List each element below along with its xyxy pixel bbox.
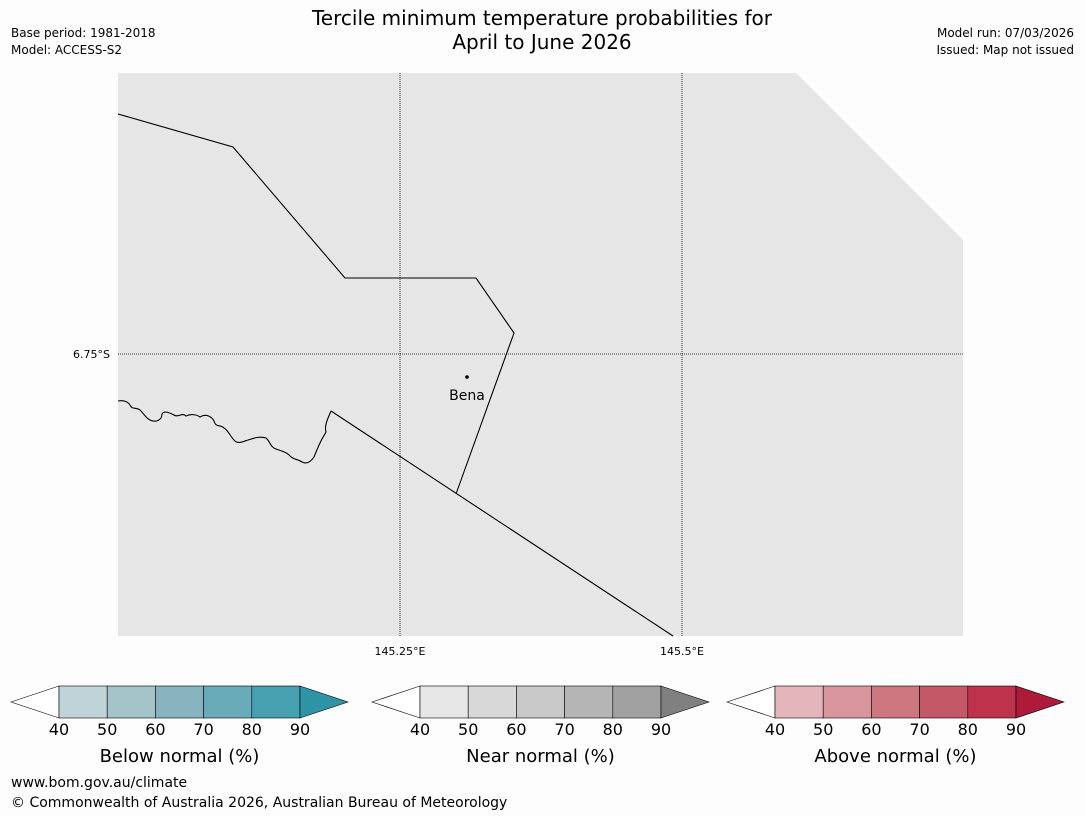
- map-title: Tercile minimum temperature probabilitie…: [242, 6, 842, 54]
- colorbar-tick-label: 70: [909, 720, 929, 739]
- colorbar-segment: [612, 685, 662, 719]
- longitude-label: 145.25°E: [375, 645, 426, 658]
- town-label: Bena: [449, 388, 485, 404]
- colorbar-tick-label: 70: [193, 720, 213, 739]
- colorbar-extend-low: [371, 685, 421, 719]
- colorbars: 40 50 60 70 80 90 Below normal (%) 40 50 60 70 80 90…: [10, 685, 1065, 767]
- province-boundary: [330, 410, 674, 637]
- colorbar-extend-low: [726, 685, 776, 719]
- colorbar-tick-label: 50: [813, 720, 833, 739]
- colorbar-label: Above normal (%): [814, 746, 976, 767]
- colorbar-tick-label: 40: [410, 720, 430, 739]
- colorbar-segment: [774, 685, 824, 719]
- latitude-label: 6.75°S: [73, 348, 110, 361]
- colorbar-segment: [203, 685, 253, 719]
- colorbar-tick-label: 40: [765, 720, 785, 739]
- footer-copyright: © Commonwealth of Australia 2026, Austra…: [11, 795, 508, 811]
- colorbar-label: Near normal (%): [466, 746, 615, 767]
- colorbar-tick-label: 90: [1006, 720, 1026, 739]
- colorbar-segment: [467, 685, 517, 719]
- colorbar-tick-label: 90: [290, 720, 310, 739]
- colorbar-tick-label: 60: [861, 720, 881, 739]
- colorbar-segment: [58, 685, 108, 719]
- colorbar-tick-label: 70: [554, 720, 574, 739]
- title-line-2: April to June 2026: [452, 30, 632, 54]
- colorbar-segment: [967, 685, 1017, 719]
- colorbar: 40 50 60 70 80 90 Near normal (%): [371, 685, 710, 767]
- colorbar-tick-label: 80: [603, 720, 623, 739]
- longitude-label: 145.5°E: [660, 645, 704, 658]
- colorbar-extend-low: [10, 685, 60, 719]
- colorbar-segment: [251, 685, 301, 719]
- colorbar-segment: [419, 685, 469, 719]
- colorbar-label: Below normal (%): [100, 746, 260, 767]
- colorbar: 40 50 60 70 80 90 Above normal (%): [726, 685, 1065, 767]
- province-boundary: [117, 113, 515, 495]
- town-marker: [465, 375, 469, 379]
- colorbar-tick-label: 80: [958, 720, 978, 739]
- colorbar-segment: [822, 685, 872, 719]
- colorbar-extend-high: [1015, 685, 1065, 719]
- meta-left: Base period: 1981-2018 Model: ACCESS-S2: [11, 25, 156, 59]
- colorbar-extend-high: [299, 685, 349, 719]
- colorbar-tick-label: 40: [49, 720, 69, 739]
- footer-url: www.bom.gov.au/climate: [11, 775, 188, 791]
- title-line-1: Tercile minimum temperature probabilitie…: [311, 6, 773, 30]
- colorbar-tick-label: 50: [458, 720, 478, 739]
- meta-right: Model run: 07/03/2026 Issued: Map not is…: [936, 25, 1074, 59]
- colorbar-tick-label: 60: [506, 720, 526, 739]
- colorbar-segment: [155, 685, 204, 719]
- map-panel: [118, 73, 963, 636]
- colorbar-tick-label: 50: [97, 720, 117, 739]
- colorbar-extend-high: [660, 685, 710, 719]
- issued-text: Issued: Map not issued: [936, 43, 1074, 57]
- colorbar-tick-label: 80: [242, 720, 262, 739]
- colorbar: 40 50 60 70 80 90 Below normal (%): [10, 685, 349, 767]
- colorbar-segment: [106, 685, 156, 719]
- river-boundary: [117, 400, 332, 464]
- model-run-text: Model run: 07/03/2026: [936, 26, 1074, 40]
- colorbar-tick-label: 90: [651, 720, 671, 739]
- base-period-text: Base period: 1981-2018: [11, 26, 156, 40]
- colorbar-segment: [564, 685, 614, 719]
- colorbar-segment: [871, 685, 920, 719]
- colorbar-segment: [919, 685, 969, 719]
- colorbar-tick-label: 60: [145, 720, 165, 739]
- colorbar-segment: [516, 685, 565, 719]
- model-text: Model: ACCESS-S2: [11, 43, 123, 57]
